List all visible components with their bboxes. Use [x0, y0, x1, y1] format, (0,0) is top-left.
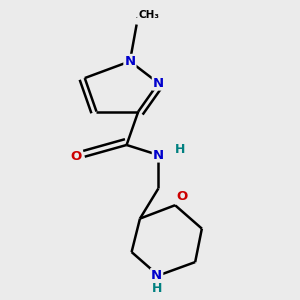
Text: N: N: [151, 269, 162, 282]
Text: O: O: [176, 190, 188, 203]
Text: O: O: [71, 150, 82, 163]
Text: methyl: methyl: [136, 17, 141, 19]
Text: CH₃: CH₃: [138, 10, 159, 20]
Text: N: N: [124, 55, 136, 68]
Text: H: H: [152, 282, 162, 296]
Text: H: H: [175, 143, 185, 157]
Text: N: N: [153, 76, 164, 90]
Text: N: N: [153, 148, 164, 161]
